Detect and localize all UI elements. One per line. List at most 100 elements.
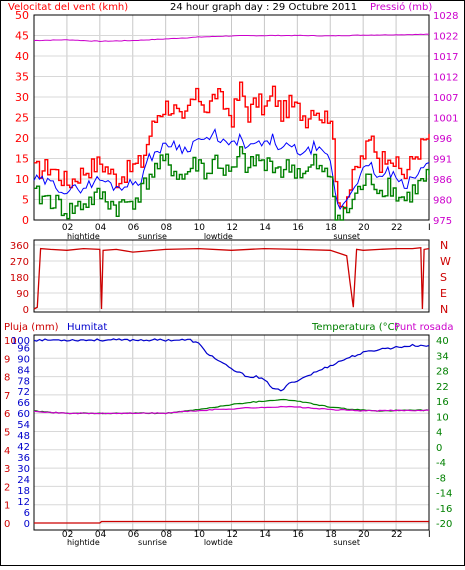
time-tick-label: 08	[161, 530, 173, 540]
rain-axis-tick-label: 1	[4, 501, 10, 512]
rain-axis-tick-label: 6	[4, 409, 10, 420]
time-tick-label: 12	[227, 530, 238, 540]
wind-speed-axis: 0 5 10 15 20 25 30 35 40 45 50	[15, 9, 29, 227]
rain-axis-tick-label: 3	[4, 464, 10, 475]
pressure-axis-tick-label: 986	[433, 175, 452, 186]
wind-axis-tick-label: 45	[15, 30, 29, 43]
temperature-axis-tick-label: -8	[436, 473, 446, 484]
humidity-axis-tick-label: 54	[17, 420, 30, 431]
temperature-axis-tick-label: 22	[436, 382, 449, 393]
event-label-lowtide: lowtide	[204, 538, 233, 547]
humidity-axis-tick-label: 60	[17, 409, 30, 420]
temperature-axis-tick-label: -16	[436, 504, 452, 515]
humidity-axis-tick-label: 96	[17, 343, 30, 354]
wind-panel-frame	[33, 14, 430, 221]
time-tick-label: 18	[325, 530, 337, 540]
pressure-axis-tick-label: 1001	[433, 114, 458, 125]
pressure-axis-tick-label: 1028	[433, 11, 458, 22]
humidity-title: Humitat	[67, 322, 107, 333]
compass-tick-label: S	[440, 271, 447, 284]
wind-pressure-panel: Velocitat del vent (kmh) 24 hour graph d…	[8, 1, 458, 241]
humidity-axis-tick-label: 48	[17, 431, 30, 442]
time-tick-label: 06	[128, 223, 140, 233]
pressure-title: Pressió (mb)	[370, 1, 432, 13]
dew-point-title: Punt rosada	[394, 322, 453, 333]
pressure-axis-tick-label: 1022	[433, 32, 458, 43]
humidity-line	[33, 338, 430, 392]
humidity-axis-tick-label: 42	[17, 442, 30, 453]
rain-panel-frame	[33, 334, 430, 531]
event-label-hightide: hightide	[67, 232, 100, 241]
humidity-axis-tick-label: 78	[17, 376, 30, 387]
humidity-axis-tick-label: 24	[17, 475, 30, 486]
humidity-axis-tick-label: 0	[24, 519, 30, 530]
dew-point-line	[33, 405, 430, 415]
temperature-axis-tick-label: -4	[436, 458, 446, 469]
humidity-axis-tick-label: 84	[17, 365, 30, 376]
wind-series-group	[33, 33, 430, 221]
event-label-sunset: sunset	[333, 538, 360, 547]
time-tick-label: 02	[62, 223, 73, 233]
rain-humidity-temp-panel: Pluja (mm) Humitat Temperatura (°C) Punt…	[4, 322, 453, 547]
wind-axis-tick-label: 0	[22, 214, 29, 227]
wind-axis-tick-label: 5	[22, 194, 29, 207]
time-tick-label: I	[428, 223, 431, 233]
direction-degree-tick-label: 90	[16, 289, 29, 300]
direction-panel-frame	[33, 239, 430, 313]
time-tick-label: 06	[128, 530, 140, 540]
time-tick-label: 14	[259, 530, 271, 540]
compass-tick-label: N	[440, 303, 448, 316]
wind-axis-tick-label: 20	[15, 132, 29, 145]
wind-speed-title: Velocitat del vent (kmh)	[8, 2, 128, 13]
wind-event-labels: hightide sunrise lowtide sunset	[67, 232, 360, 241]
pressure-axis-tick-label: 991	[433, 155, 452, 166]
time-tick-label: I	[428, 530, 431, 540]
rain-axis-tick-label: 8	[4, 373, 10, 384]
time-tick-label: 12	[227, 223, 238, 233]
rain-title: Pluja (mm)	[4, 322, 59, 333]
humidity-axis-tick-label: 18	[17, 486, 30, 497]
wind-axis-tick-label: 25	[15, 112, 29, 125]
event-label-hightide: hightide	[67, 538, 100, 547]
pressure-axis-tick-label: 980	[433, 196, 452, 207]
rain-axis-tick-label: 2	[4, 482, 10, 493]
rain-panel-grid	[34, 335, 430, 530]
temperature-axis-tick-label: -14	[436, 489, 452, 500]
compass-tick-label: N	[440, 239, 448, 252]
pressure-axis-tick-label: 996	[433, 134, 452, 145]
direction-degree-tick-label: 360	[10, 241, 29, 252]
temperature-title: Temperatura (°C)	[311, 322, 399, 333]
time-tick-label: 14	[259, 223, 271, 233]
wind-axis-tick-label: 40	[15, 50, 29, 63]
temperature-axis-tick-label: 28	[436, 367, 449, 378]
event-label-sunrise: sunrise	[138, 232, 167, 241]
time-tick-label: 10	[194, 530, 206, 540]
rain-axis-tick-label: 10	[4, 336, 17, 347]
compass-tick-label: E	[440, 287, 447, 300]
wind-axis-tick-label: 15	[15, 153, 29, 166]
time-tick-label: 02	[62, 530, 73, 540]
direction-series-group	[33, 246, 430, 310]
time-tick-label: 20	[358, 530, 370, 540]
humidity-axis-tick-label: 30	[17, 464, 30, 475]
rain-series-group	[33, 338, 430, 524]
rain-humidity-axis: 0123456789100612182430364248546066727884…	[4, 336, 30, 530]
graph-date-title: 24 hour graph day : 29 Octubre 2011	[170, 2, 357, 13]
humidity-axis-tick-label: 90	[17, 354, 30, 365]
direction-degree-tick-label: 180	[10, 273, 29, 284]
pressure-axis-tick-label: 1017	[433, 52, 458, 63]
pressure-axis-tick-label: 1012	[433, 73, 458, 84]
time-tick-label: 10	[194, 223, 206, 233]
rain-axis-tick-label: 5	[4, 428, 10, 439]
rain-line	[34, 520, 429, 524]
temperature-axis-tick-label: -20	[436, 519, 452, 530]
time-tick-label: 16	[292, 530, 304, 540]
time-tick-label: 08	[161, 223, 173, 233]
time-tick-label: 20	[358, 223, 370, 233]
wind-avg-line	[33, 127, 430, 211]
rain-axis-tick-label: 7	[4, 391, 10, 402]
time-tick-label: 22	[391, 530, 402, 540]
